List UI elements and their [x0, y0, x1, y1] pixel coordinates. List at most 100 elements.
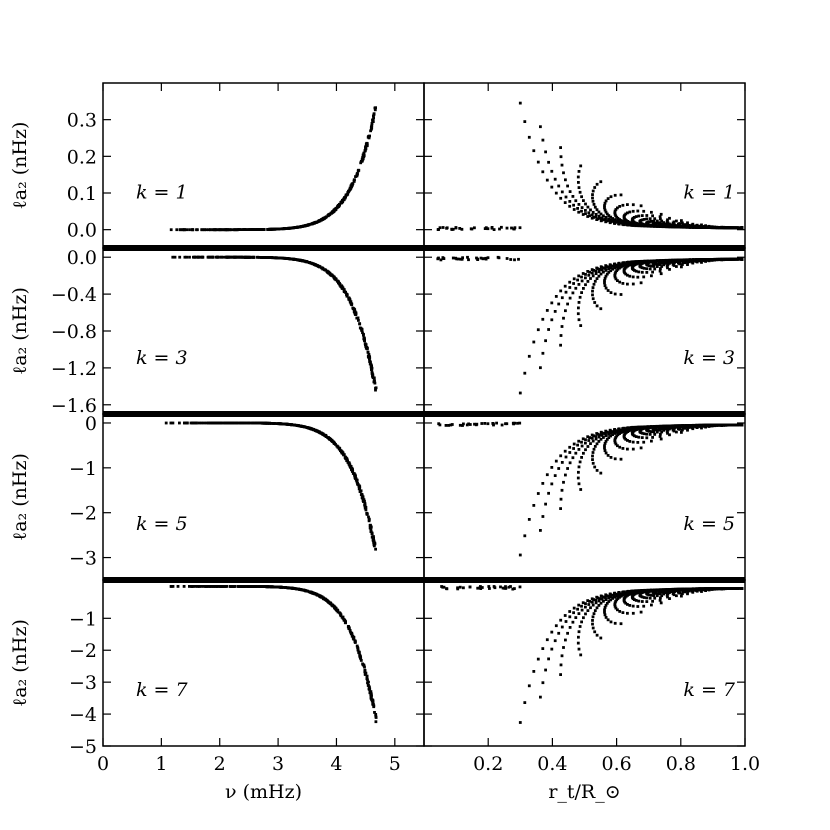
point [591, 615, 595, 619]
point [631, 282, 635, 286]
point [203, 228, 206, 232]
point [686, 221, 689, 225]
point [604, 439, 608, 443]
point [613, 262, 617, 266]
point [287, 226, 290, 230]
point [591, 297, 595, 301]
point [209, 228, 212, 232]
point [694, 226, 698, 229]
point [645, 217, 649, 221]
point [597, 604, 601, 607]
point [666, 431, 669, 435]
point [584, 448, 587, 452]
point [675, 265, 678, 268]
point [603, 606, 607, 609]
point [340, 286, 344, 290]
point [527, 518, 531, 521]
point [591, 451, 595, 454]
point [650, 274, 653, 278]
point [541, 681, 545, 685]
point [564, 455, 568, 459]
point [247, 421, 250, 425]
point [645, 271, 649, 274]
y-tick-label: −0.4 [51, 284, 97, 306]
point [247, 585, 250, 588]
point [587, 439, 591, 442]
point [357, 487, 361, 491]
point [707, 258, 710, 261]
point [652, 219, 656, 223]
point [243, 585, 247, 588]
point [685, 587, 689, 591]
point [343, 619, 347, 622]
point [527, 354, 531, 358]
point [559, 146, 562, 149]
point [225, 585, 229, 588]
point [329, 439, 333, 442]
point [659, 267, 662, 270]
point [603, 284, 607, 287]
point [298, 424, 302, 428]
point [640, 436, 644, 439]
y-tick-label: 0.1 [67, 183, 97, 205]
point [598, 268, 601, 271]
point [591, 286, 595, 289]
point [475, 422, 479, 426]
point [626, 220, 629, 223]
point [682, 225, 686, 229]
point [553, 639, 557, 643]
point [652, 259, 656, 263]
point [363, 668, 367, 672]
point [373, 711, 376, 714]
point [637, 270, 641, 274]
point [604, 199, 608, 203]
point [688, 226, 692, 229]
point [626, 603, 629, 606]
point [374, 720, 378, 724]
point [631, 425, 635, 429]
point [593, 465, 597, 469]
point [737, 587, 741, 590]
point [605, 438, 609, 441]
point [584, 212, 587, 215]
point [576, 312, 580, 316]
point [373, 108, 377, 112]
point [369, 129, 372, 133]
point [685, 258, 689, 262]
point [491, 422, 495, 425]
point [185, 421, 189, 425]
point [617, 591, 621, 594]
point [664, 225, 668, 229]
point [595, 595, 599, 599]
point [653, 433, 657, 436]
point [649, 259, 653, 263]
point [591, 274, 595, 278]
point [467, 258, 470, 262]
point [581, 601, 585, 605]
point [447, 424, 450, 427]
point [626, 589, 630, 593]
y-tick-label: 0.0 [67, 247, 97, 269]
point [559, 507, 562, 510]
point [289, 257, 293, 261]
point [438, 423, 442, 427]
point [357, 651, 361, 655]
point [588, 214, 591, 218]
left-scatter-row-3 [164, 421, 377, 551]
point [523, 371, 527, 375]
point [599, 272, 603, 276]
point [621, 611, 625, 614]
point [605, 272, 609, 276]
point [328, 437, 332, 440]
point [368, 360, 372, 363]
point [664, 424, 668, 428]
row-separator [103, 245, 745, 251]
point [226, 421, 230, 425]
point [577, 210, 581, 214]
point [642, 596, 646, 599]
point [175, 228, 179, 232]
x-tick-label-left: 4 [330, 753, 342, 775]
point [359, 326, 363, 330]
point [577, 647, 581, 651]
point [270, 256, 274, 259]
